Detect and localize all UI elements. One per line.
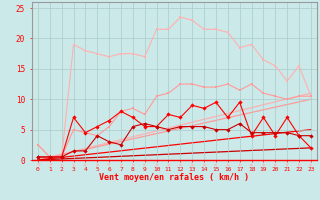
X-axis label: Vent moyen/en rafales ( km/h ): Vent moyen/en rafales ( km/h )	[100, 173, 249, 182]
